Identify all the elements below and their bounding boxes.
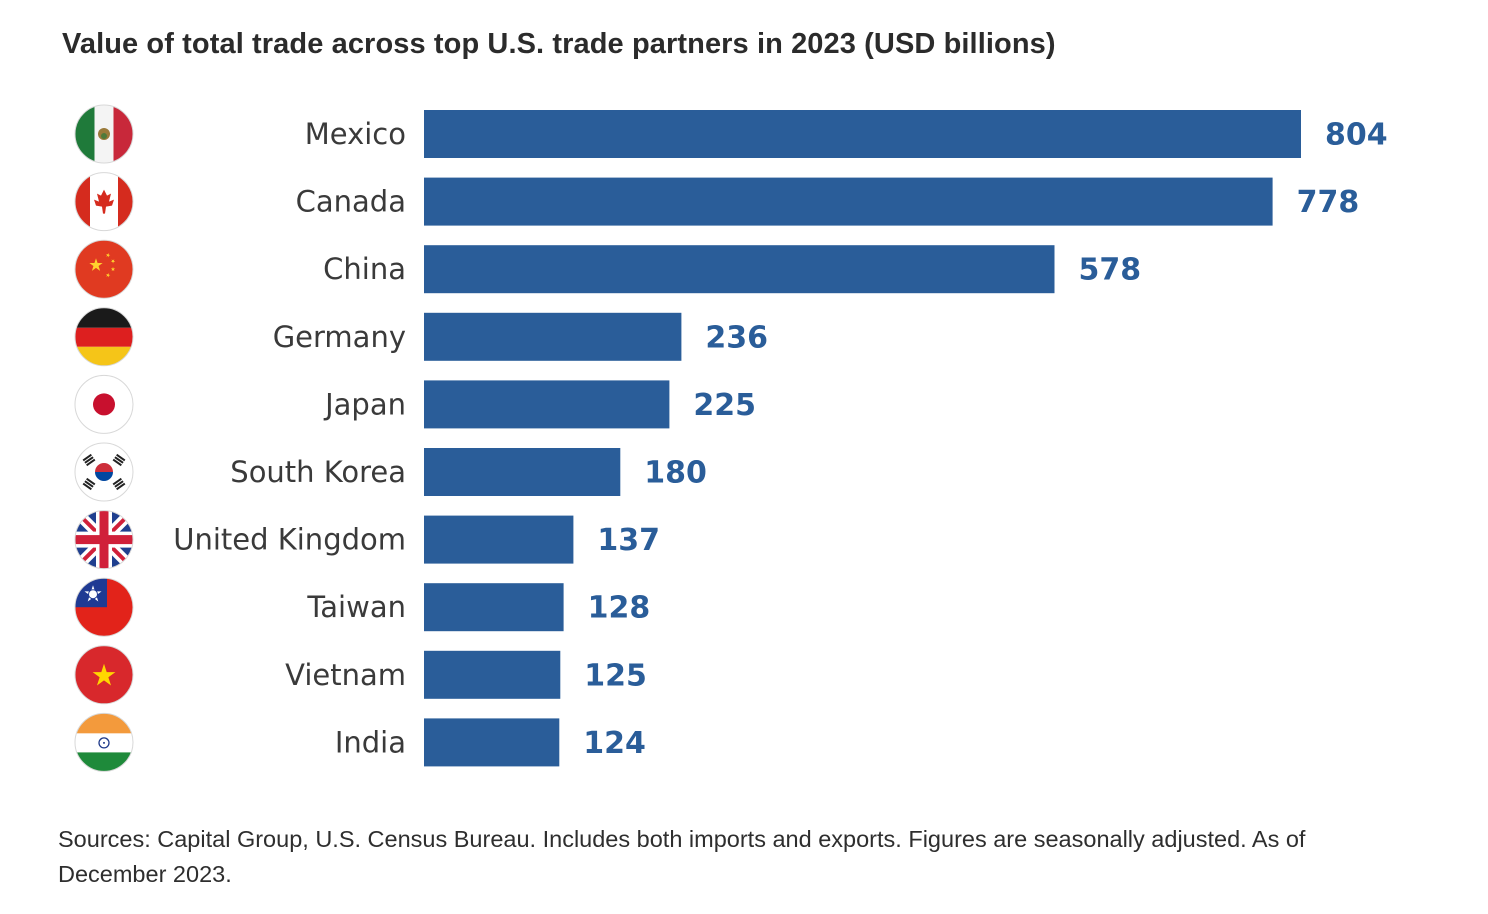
category-labels: Mexico Canada China Germany Japan South Korea… <box>173 117 406 759</box>
value-labels: 804 778 578 236 225 180 137 128 125 124 <box>583 118 1387 761</box>
united-kingdom-flag-icon <box>74 510 134 570</box>
value-label-japan: 225 <box>693 388 756 423</box>
mexico-flag-icon <box>74 104 134 164</box>
canada-flag-icon <box>74 172 134 232</box>
india-flag-icon <box>74 712 134 772</box>
vietnam-flag-icon <box>74 645 134 705</box>
value-label-vietnam: 125 <box>584 658 647 693</box>
flag-column <box>74 104 134 772</box>
bar-india <box>424 718 560 767</box>
value-label-china: 578 <box>1079 253 1142 288</box>
bar-mexico <box>424 110 1301 158</box>
bar-germany <box>424 312 682 361</box>
value-label-south-korea: 180 <box>644 456 707 491</box>
bars-group <box>424 110 1301 767</box>
value-label-united-kingdom: 137 <box>597 523 660 558</box>
value-label-germany: 236 <box>705 320 768 355</box>
bar-japan <box>424 380 670 429</box>
category-label-india: India <box>335 725 406 759</box>
category-label-germany: Germany <box>273 320 406 354</box>
bar-south-korea <box>424 448 621 496</box>
bar-united-kingdom <box>424 515 574 564</box>
value-label-canada: 778 <box>1297 185 1360 220</box>
value-label-taiwan: 128 <box>588 591 651 626</box>
category-label-south-korea: South Korea <box>230 455 406 489</box>
bar-canada <box>424 177 1273 226</box>
category-label-united-kingdom: United Kingdom <box>173 523 406 557</box>
china-flag-icon <box>74 239 134 299</box>
category-label-canada: Canada <box>296 185 406 219</box>
source-footnote: Sources: Capital Group, U.S. Census Bure… <box>58 826 1306 887</box>
value-label-mexico: 804 <box>1325 118 1388 153</box>
category-label-china: China <box>323 252 406 286</box>
bar-taiwan <box>424 583 564 632</box>
bar-china <box>424 245 1055 294</box>
category-label-vietnam: Vietnam <box>285 658 406 692</box>
chart-title: Value of total trade across top U.S. tra… <box>62 28 1056 60</box>
germany-flag-icon <box>74 307 134 367</box>
japan-flag-icon <box>74 374 134 434</box>
category-label-taiwan: Taiwan <box>306 590 406 624</box>
value-label-india: 124 <box>583 726 646 761</box>
bar-chart: Mexico Canada China Germany Japan South Korea… <box>74 104 1388 772</box>
category-label-mexico: Mexico <box>305 117 406 151</box>
bar-vietnam <box>424 650 561 699</box>
south-korea-flag-icon <box>74 442 134 502</box>
taiwan-flag-icon <box>74 577 134 637</box>
category-label-japan: Japan <box>323 387 406 421</box>
